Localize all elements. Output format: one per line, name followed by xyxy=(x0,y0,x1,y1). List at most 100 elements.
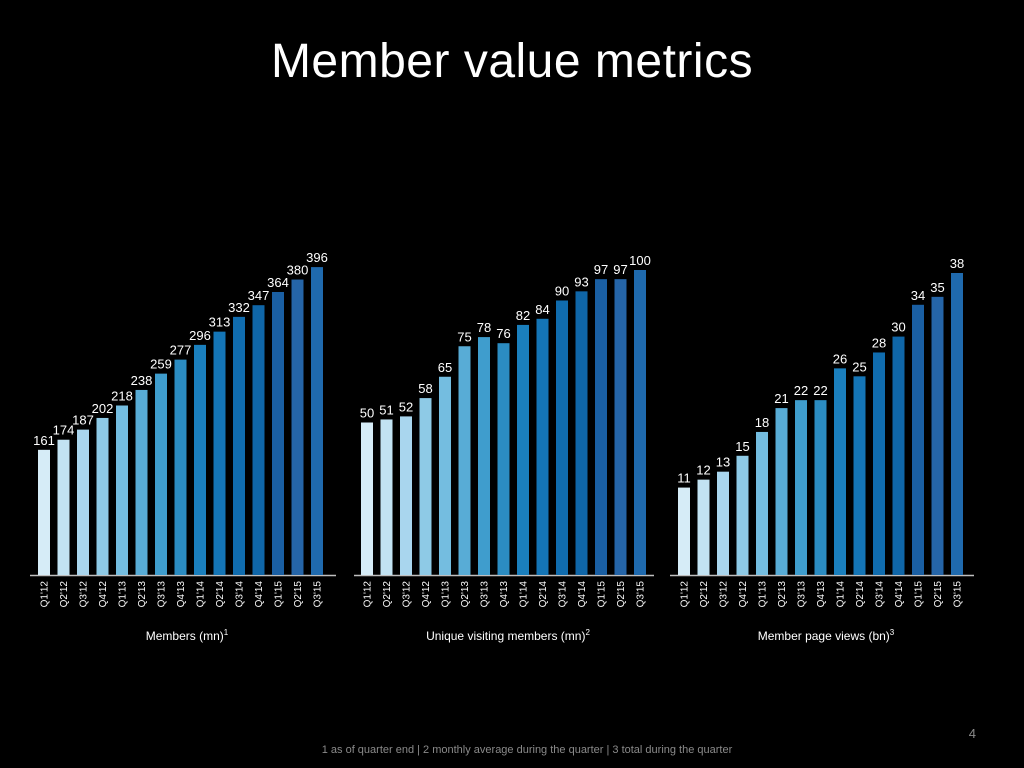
data-label: 22 xyxy=(813,383,827,398)
bar xyxy=(96,417,109,575)
bar xyxy=(439,376,451,575)
bar xyxy=(834,368,846,575)
bar xyxy=(678,487,690,575)
category-tick-label: Q1'15 xyxy=(597,581,608,608)
category-tick-label: Q4'13 xyxy=(816,581,827,608)
category-tick-label: Q2'14 xyxy=(538,581,549,608)
data-label: 84 xyxy=(535,302,549,317)
axis-title-footnote-marker: 1 xyxy=(224,628,229,637)
category-tick-label: Q2'14 xyxy=(855,581,866,608)
data-label: 90 xyxy=(555,284,569,299)
bar xyxy=(873,352,885,575)
data-label: 28 xyxy=(872,335,886,350)
data-label: 332 xyxy=(228,300,250,315)
data-label: 38 xyxy=(950,256,964,271)
bar xyxy=(213,331,226,575)
data-label: 78 xyxy=(477,320,491,335)
bar xyxy=(912,304,924,575)
data-label: 76 xyxy=(496,326,510,341)
category-tick-label: Q4'14 xyxy=(894,581,905,608)
category-tick-label: Q2'15 xyxy=(293,581,304,608)
category-tick-label: Q3'14 xyxy=(558,581,569,608)
category-tick-label: Q4'12 xyxy=(738,581,749,608)
category-tick-label: Q4'14 xyxy=(254,581,265,608)
bar xyxy=(400,416,412,575)
data-label: 296 xyxy=(189,328,211,343)
page-number: 4 xyxy=(968,726,976,741)
data-label: 82 xyxy=(516,308,530,323)
data-label: 259 xyxy=(150,357,172,372)
data-label: 50 xyxy=(360,406,374,421)
bar xyxy=(517,324,529,575)
bar xyxy=(361,422,373,575)
category-tick-label: Q2'15 xyxy=(616,581,627,608)
bar xyxy=(77,429,89,575)
bar xyxy=(38,449,50,575)
bar xyxy=(57,439,70,575)
category-tick-label: Q3'13 xyxy=(157,581,168,608)
bar xyxy=(174,359,187,575)
axis-title-text: Unique visiting members (mn) xyxy=(426,629,585,643)
data-label: 11 xyxy=(677,471,691,486)
bar xyxy=(291,279,304,575)
bar xyxy=(795,400,807,575)
bar xyxy=(951,273,963,575)
footnote: 1 as of quarter end | 2 monthly average … xyxy=(321,744,733,756)
category-tick-label: Q2'12 xyxy=(699,581,710,608)
bar xyxy=(736,455,749,575)
data-label: 13 xyxy=(716,455,730,470)
bar xyxy=(536,318,549,575)
bar xyxy=(556,300,568,575)
bar xyxy=(595,279,607,575)
category-tick-label: Q4'14 xyxy=(577,581,588,608)
data-label: 52 xyxy=(399,399,413,414)
data-label: 30 xyxy=(891,320,905,335)
bar xyxy=(853,376,866,575)
category-tick-label: Q1'12 xyxy=(363,581,374,608)
category-tick-label: Q3'14 xyxy=(875,581,886,608)
data-label: 174 xyxy=(53,423,75,438)
data-label: 26 xyxy=(833,351,847,366)
axis-title-footnote-marker: 2 xyxy=(585,628,590,637)
category-tick-label: Q3'12 xyxy=(79,581,90,608)
data-label: 21 xyxy=(774,391,788,406)
data-label: 22 xyxy=(794,383,808,398)
axis-title: Member page views (bn)3 xyxy=(758,628,895,643)
data-label: 65 xyxy=(438,360,452,375)
data-label: 202 xyxy=(92,401,114,416)
category-tick-label: Q2'13 xyxy=(460,581,471,608)
axis-title-footnote-marker: 3 xyxy=(890,628,895,637)
category-tick-label: Q1'14 xyxy=(196,581,207,608)
data-label: 396 xyxy=(306,250,328,265)
category-tick-label: Q2'12 xyxy=(59,581,70,608)
axis-title: Unique visiting members (mn)2 xyxy=(426,628,590,643)
data-label: 93 xyxy=(574,274,588,289)
data-label: 34 xyxy=(911,288,925,303)
axis-title-text: Member page views (bn) xyxy=(758,629,890,643)
bar xyxy=(194,344,206,575)
data-label: 187 xyxy=(72,413,94,428)
slide-title: Member value metrics xyxy=(270,35,754,88)
category-tick-label: Q2'13 xyxy=(137,581,148,608)
bar xyxy=(233,316,245,575)
bar xyxy=(272,291,284,575)
bar xyxy=(931,296,944,575)
data-label: 35 xyxy=(930,280,944,295)
category-tick-label: Q1'13 xyxy=(118,581,129,608)
bar xyxy=(252,305,265,575)
data-label: 18 xyxy=(755,415,769,430)
data-label: 51 xyxy=(379,402,393,417)
category-tick-label: Q4'12 xyxy=(421,581,432,608)
bar xyxy=(575,291,588,575)
category-tick-label: Q2'13 xyxy=(777,581,788,608)
data-label: 277 xyxy=(170,343,192,358)
category-tick-label: Q2'12 xyxy=(382,581,393,608)
axis-title: Members (mn)1 xyxy=(146,628,229,643)
category-tick-label: Q3'12 xyxy=(719,581,730,608)
category-tick-label: Q1'12 xyxy=(680,581,691,608)
category-tick-label: Q1'15 xyxy=(914,581,925,608)
bar xyxy=(697,479,710,575)
bar xyxy=(892,336,905,575)
data-label: 347 xyxy=(248,288,270,303)
